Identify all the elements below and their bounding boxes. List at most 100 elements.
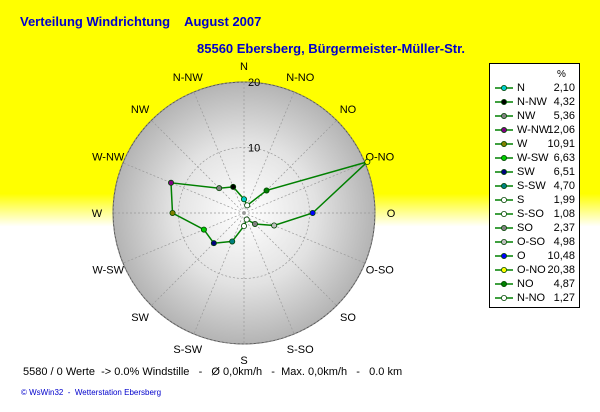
legend-label: O-SO xyxy=(517,236,546,248)
spoke-so xyxy=(243,212,337,306)
legend-label: NO xyxy=(517,278,534,290)
legend-label: O xyxy=(517,250,526,262)
point-s-sw xyxy=(229,238,236,245)
legend-label: W xyxy=(517,138,528,150)
direction-label: S-SW xyxy=(173,344,202,356)
legend-label: N xyxy=(517,82,525,94)
legend-marker-nw xyxy=(495,113,513,119)
direction-label: SO xyxy=(340,312,356,324)
legend-item-o-no: O-NO 20,38 xyxy=(490,264,579,277)
radial-tick-label: 20 xyxy=(248,77,260,89)
legend-marker-s-sw xyxy=(495,183,513,189)
legend-label: NW xyxy=(517,110,536,122)
legend-marker-w-nw xyxy=(495,127,513,133)
direction-label: W-NW xyxy=(92,152,125,164)
point-w xyxy=(169,209,176,216)
legend-item-s-sw: S-SW 4,70 xyxy=(490,180,579,193)
legend-value: 4,87 xyxy=(553,278,575,290)
legend-marker-n-no xyxy=(495,295,513,301)
direction-label: W-SW xyxy=(92,264,124,276)
point-no xyxy=(263,187,270,194)
legend-marker-sw xyxy=(495,169,513,175)
point-s xyxy=(240,223,247,230)
direction-label: O xyxy=(387,208,396,220)
legend-marker-o-so xyxy=(495,239,513,245)
legend-item-o: O 10,48 xyxy=(490,250,579,263)
legend-value: 4,70 xyxy=(553,180,575,192)
spoke-n-nw xyxy=(193,91,245,214)
legend-label: S-SW xyxy=(517,180,546,192)
legend-label: O-NO xyxy=(517,264,546,276)
footer-credit: © WsWin32 - Wetterstation Ebersberg xyxy=(21,388,162,397)
point-nw xyxy=(216,185,223,192)
spoke-w-nw xyxy=(122,162,245,214)
legend-value: 1,99 xyxy=(553,194,575,206)
legend-value: 6,63 xyxy=(553,152,575,164)
direction-label: NO xyxy=(340,104,357,116)
point-o xyxy=(309,209,316,216)
legend-value: 10,48 xyxy=(547,250,575,262)
legend-value: 2,37 xyxy=(553,222,575,234)
legend-label: W-NW xyxy=(517,124,550,136)
direction-label: O-SO xyxy=(366,264,395,276)
legend-item-no: NO 4,87 xyxy=(490,278,579,291)
legend-value: 6,51 xyxy=(553,166,575,178)
legend-marker-s-so xyxy=(495,211,513,217)
point-w-nw xyxy=(168,179,175,186)
direction-label: S xyxy=(240,355,247,367)
legend-item-w-nw: W-NW 12,06 xyxy=(490,124,579,137)
point-w-sw xyxy=(200,226,207,233)
legend-value: 20,38 xyxy=(547,264,575,276)
direction-label: N-NW xyxy=(173,72,204,84)
legend-value: 1,08 xyxy=(553,208,575,220)
legend-item-so: SO 2,37 xyxy=(490,222,579,235)
radial-tick-label: 10 xyxy=(248,143,260,155)
legend-marker-o xyxy=(495,253,513,259)
legend-label: SO xyxy=(517,222,533,234)
point-so xyxy=(251,220,258,227)
legend: % N 2,10 N-NW 4,32 NW 5,36 W-NW 12,06 W 10,91 W-SW… xyxy=(489,63,580,308)
spoke-no xyxy=(243,120,337,214)
grid-ring-20 xyxy=(112,81,376,345)
legend-item-n: N 2,10 xyxy=(490,82,579,95)
legend-item-s: S 1,99 xyxy=(490,194,579,207)
legend-value: 10,91 xyxy=(547,138,575,150)
footer-info: 5580 / 0 Werte -> 0.0% Windstille - Ø 0,… xyxy=(23,366,403,378)
legend-unit: % xyxy=(557,69,566,80)
direction-label: W xyxy=(92,208,103,220)
point-o-no xyxy=(364,158,371,165)
direction-label: NW xyxy=(131,104,150,116)
legend-value: 4,32 xyxy=(553,96,575,108)
direction-label: S-SO xyxy=(287,344,314,356)
point-n xyxy=(240,196,247,203)
legend-marker-no xyxy=(495,281,513,287)
legend-item-n-nw: N-NW 4,32 xyxy=(490,96,579,109)
chart-title: Verteilung Windrichtung August 2007 xyxy=(20,14,262,29)
legend-item-n-no: N-NO 1,27 xyxy=(490,292,579,305)
legend-label: N-NO xyxy=(517,292,546,304)
legend-item-w: W 10,91 xyxy=(490,138,579,151)
direction-label: N xyxy=(240,61,248,73)
legend-item-o-so: O-SO 4,98 xyxy=(490,236,579,249)
legend-marker-w xyxy=(495,141,513,147)
legend-item-nw: NW 5,36 xyxy=(490,110,579,123)
legend-value: 12,06 xyxy=(547,124,575,136)
legend-item-sw: SW 6,51 xyxy=(490,166,579,179)
point-s-so xyxy=(243,216,250,223)
point-n-nw xyxy=(230,183,237,190)
grid-ring-10 xyxy=(178,147,310,279)
legend-label: SW xyxy=(517,166,535,178)
direction-label: O-NO xyxy=(365,152,394,164)
legend-label: S xyxy=(517,194,525,206)
legend-marker-o-no xyxy=(495,267,513,273)
legend-value: 5,36 xyxy=(553,110,575,122)
legend-marker-s xyxy=(495,197,513,203)
point-o-so xyxy=(271,222,278,229)
spoke-w-sw xyxy=(122,212,245,264)
legend-marker-w-sw xyxy=(495,155,513,161)
legend-label: W-SW xyxy=(517,152,549,164)
direction-label: N-NO xyxy=(286,72,315,84)
legend-label: N-NW xyxy=(517,96,547,108)
